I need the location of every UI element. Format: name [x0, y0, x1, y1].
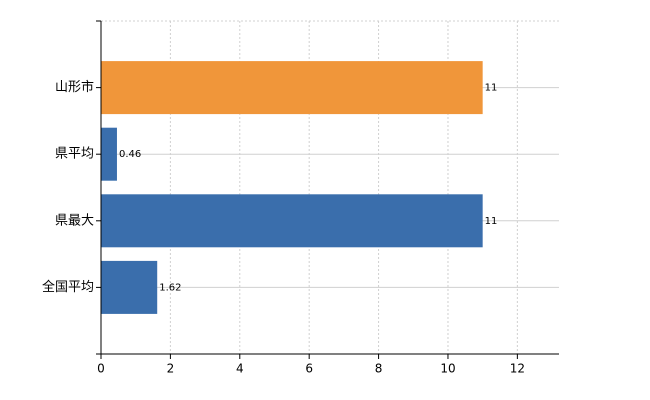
- bar: [101, 194, 483, 248]
- y-tick-label: 県最大: [55, 213, 94, 228]
- y-tick-label: 県平均: [55, 147, 94, 162]
- bar: [101, 260, 158, 314]
- x-tick-label: 12: [510, 362, 525, 376]
- value-label: 1.62: [159, 282, 181, 293]
- y-tick-label: 全国平均: [42, 279, 94, 295]
- value-label: 11: [485, 83, 498, 94]
- x-tick-label: 4: [236, 362, 244, 376]
- y-tick-label: 山形市: [55, 79, 94, 95]
- value-label: 0.46: [119, 149, 141, 160]
- x-tick-label: 2: [167, 362, 175, 376]
- x-tick-label: 8: [375, 362, 383, 376]
- bar: [101, 61, 483, 115]
- bar: [101, 127, 117, 181]
- x-tick-label: 0: [97, 362, 105, 376]
- value-label: 11: [485, 216, 498, 227]
- x-tick-label: 6: [305, 362, 313, 376]
- x-tick-label: 10: [440, 362, 455, 376]
